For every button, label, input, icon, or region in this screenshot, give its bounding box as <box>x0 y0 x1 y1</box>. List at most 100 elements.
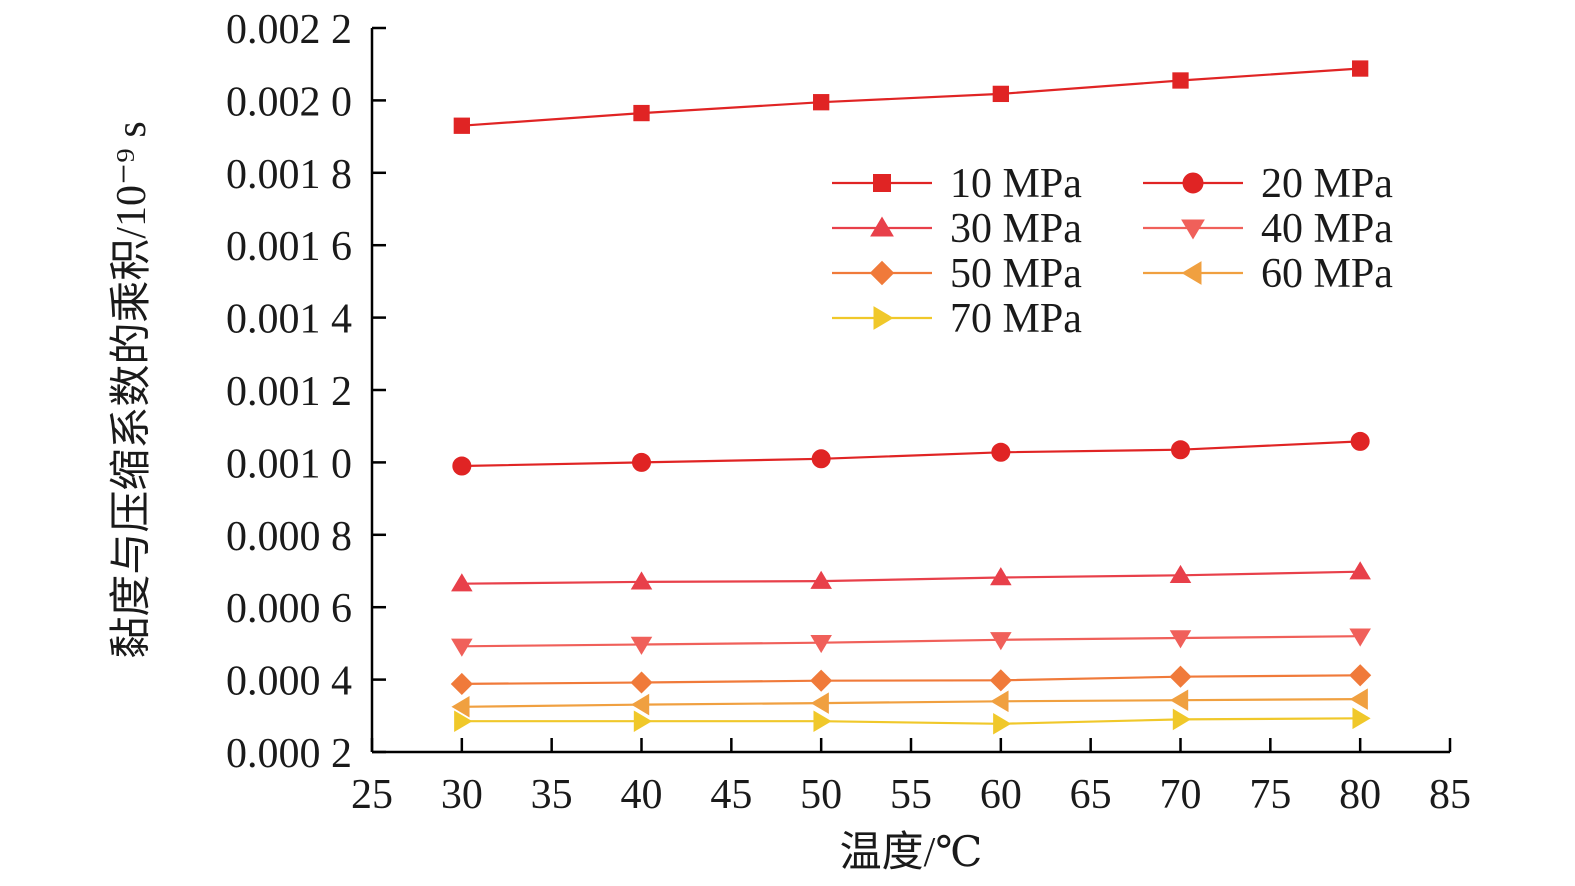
x-tick-label: 25 <box>351 772 393 818</box>
legend-label: 10 MPa <box>950 161 1082 207</box>
series-line <box>461 717 1361 725</box>
legend-item: 70 MPa <box>832 296 1082 342</box>
x-tick-label: 85 <box>1429 772 1471 818</box>
data-point <box>633 104 650 122</box>
data-point <box>810 692 829 714</box>
series-line <box>461 570 1361 585</box>
data-point <box>990 632 1012 651</box>
legend-marker <box>1181 261 1202 285</box>
data-point <box>451 695 470 718</box>
legend-marker <box>1181 219 1205 240</box>
x-tick-label: 35 <box>531 772 573 818</box>
legend-marker <box>1182 172 1204 194</box>
series-30-mpa <box>451 561 1371 592</box>
y-axis-title: 黏度与压缩系数的乘积/10⁻⁹ s <box>109 121 155 658</box>
data-point <box>1349 561 1371 580</box>
legend-marker <box>873 174 891 192</box>
y-tick-label: 0.001 2 <box>226 369 352 415</box>
x-tick-label: 65 <box>1070 772 1112 818</box>
x-tick-label: 80 <box>1339 772 1381 818</box>
data-point <box>631 693 650 716</box>
data-point <box>810 634 832 654</box>
legend-item: 50 MPa <box>832 251 1082 297</box>
series-line <box>461 698 1361 708</box>
data-point <box>1169 665 1192 688</box>
series-line <box>461 67 1361 127</box>
data-point <box>630 671 653 694</box>
y-ticks: 0.000 2 0.000 4 0.000 6 0.000 8 0.001 0 0.001… <box>226 7 386 777</box>
y-tick-label: 0.002 2 <box>226 7 352 53</box>
data-point <box>990 690 1009 713</box>
legend-label: 60 MPa <box>1261 251 1393 297</box>
data-point <box>1350 431 1370 451</box>
series-60-mpa <box>451 688 1368 718</box>
data-point <box>1349 664 1372 687</box>
data-point <box>451 573 473 592</box>
legend: 10 MPa 20 MPa 30 MPa 40 MPa 50 MPa 60 MPa 70 M… <box>832 161 1393 342</box>
y-tick-label: 0.000 6 <box>226 586 352 632</box>
y-tick-label: 0.000 8 <box>226 514 352 560</box>
series-20-mpa <box>452 431 1370 476</box>
y-tick-label: 0.001 4 <box>226 297 352 343</box>
data-point <box>1172 72 1189 89</box>
data-point <box>810 669 833 692</box>
legend-item: 30 MPa <box>832 206 1082 252</box>
legend-marker <box>873 306 894 330</box>
legend-item: 10 MPa <box>832 161 1082 207</box>
x-tick-label: 45 <box>710 772 752 818</box>
data-point <box>993 712 1012 735</box>
data-point <box>990 567 1012 586</box>
data-point <box>454 710 473 733</box>
y-tick-label: 0.001 6 <box>226 224 352 270</box>
data-point <box>630 636 653 655</box>
data-point <box>1352 60 1369 77</box>
series-line <box>461 440 1361 468</box>
x-tick-label: 30 <box>441 772 483 818</box>
data-point <box>1170 689 1189 712</box>
series-line <box>461 635 1361 648</box>
series-50-mpa <box>450 664 1372 696</box>
data-point <box>811 449 831 469</box>
x-ticks: 25 30 35 40 45 50 55 60 65 70 75 80 85 <box>351 738 1471 818</box>
x-tick-label: 75 <box>1249 772 1291 818</box>
data-point <box>630 571 653 590</box>
x-tick-label: 60 <box>980 772 1022 818</box>
data-point <box>991 442 1011 462</box>
data-point <box>453 117 470 134</box>
x-tick-label: 55 <box>890 772 932 818</box>
data-point <box>810 570 832 589</box>
data-point <box>451 638 473 657</box>
data-point <box>1169 564 1192 584</box>
legend-label: 30 MPa <box>950 206 1082 252</box>
data-point <box>813 94 830 111</box>
x-axis-title: 温度/℃ <box>840 830 983 876</box>
series-40-mpa <box>451 628 1371 657</box>
data-point <box>1169 630 1192 649</box>
legend-marker <box>870 216 894 237</box>
legend-label: 50 MPa <box>950 251 1082 297</box>
data-point <box>992 85 1009 103</box>
legend-label: 20 MPa <box>1261 161 1393 207</box>
data-point <box>450 672 473 696</box>
y-tick-label: 0.001 0 <box>226 441 352 487</box>
data-point <box>1349 628 1371 647</box>
data-point <box>452 456 472 476</box>
legend-item: 40 MPa <box>1143 206 1393 252</box>
legend-label: 70 MPa <box>950 296 1082 342</box>
data-point <box>989 669 1012 692</box>
y-tick-label: 0.000 2 <box>226 731 352 777</box>
y-tick-label: 0.000 4 <box>226 659 352 705</box>
legend-item: 20 MPa <box>1143 161 1393 207</box>
series-10-mpa <box>453 60 1369 134</box>
x-tick-label: 40 <box>621 772 663 818</box>
data-point <box>1171 440 1190 460</box>
x-tick-label: 50 <box>800 772 842 818</box>
data-point <box>632 452 651 472</box>
x-tick-label: 70 <box>1160 772 1202 818</box>
legend-item: 60 MPa <box>1143 251 1393 297</box>
data-point <box>813 710 832 733</box>
data-point <box>1172 708 1191 731</box>
legend-marker <box>869 260 895 286</box>
data-point <box>633 710 652 733</box>
